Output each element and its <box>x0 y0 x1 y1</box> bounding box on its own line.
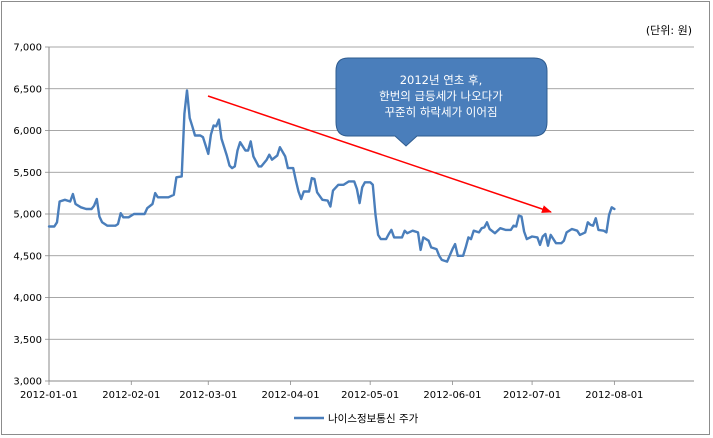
y-tick-label-1: 3,500 <box>13 335 42 346</box>
legend: 나이스정보통신 주가 <box>294 413 419 425</box>
y-tick-label-0: 3,000 <box>13 377 42 388</box>
trend-arrow <box>207 95 552 213</box>
x-tick-label-7: 2012-08-01 <box>585 390 643 401</box>
axes: 3,000 3,500 4,000 4,500 5,000 5,500 6,000 6,500… <box>13 43 694 401</box>
x-tick-label-0: 2012-01-01 <box>20 390 78 401</box>
y-tick-label-3: 4,500 <box>13 251 42 262</box>
x-tick-label-2: 2012-03-01 <box>179 390 237 401</box>
legend-label: 나이스정보통신 주가 <box>328 413 419 425</box>
x-tick-label-3: 2012-04-01 <box>261 390 319 401</box>
y-tick-label-4: 5,000 <box>13 210 42 221</box>
y-tick-label-5: 5,500 <box>13 168 42 179</box>
series-layer <box>47 89 616 263</box>
y-tick-label-2: 4,000 <box>13 293 42 304</box>
series-line-0 <box>47 89 616 263</box>
y-tick-label-8: 7,000 <box>13 43 42 54</box>
callout-line-1: 2012년 연초 후, <box>400 73 483 87</box>
callout-bubble <box>335 57 548 147</box>
x-tick-label-1: 2012-02-01 <box>102 390 160 401</box>
unit-label: (단위: 원) <box>646 24 692 37</box>
callout-line-2: 한번의 급등세가 나오다가 <box>379 89 503 103</box>
x-tick-label-6: 2012-07-01 <box>503 390 561 401</box>
x-tick-label-4: 2012-05-01 <box>341 390 399 401</box>
x-tick-label-5: 2012-06-01 <box>423 390 481 401</box>
y-tick-label-7: 6,500 <box>13 84 42 95</box>
y-tick-label-6: 6,000 <box>13 126 42 137</box>
annotation: 2012년 연초 후, 한번의 급등세가 나오다가 꾸준히 하락세가 이어짐 <box>207 57 552 213</box>
callout-line-3: 꾸준히 하락세가 이어짐 <box>384 105 497 119</box>
